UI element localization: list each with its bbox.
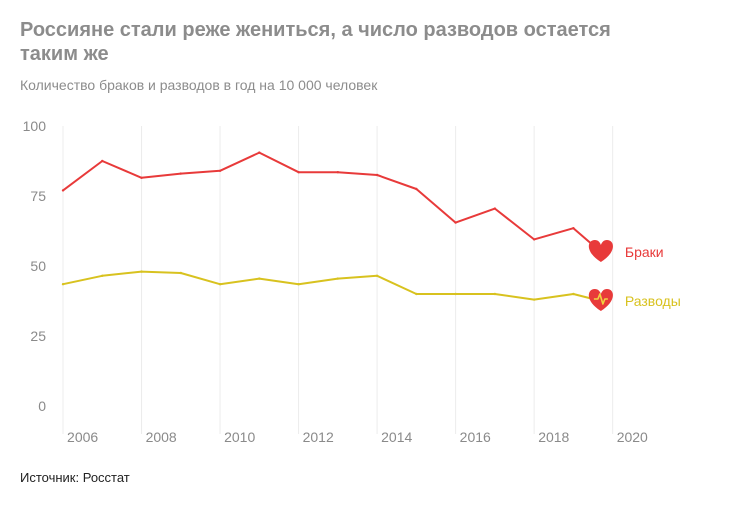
series-label: Браки <box>625 244 664 260</box>
heart-icon <box>588 240 613 262</box>
data-point <box>572 227 575 230</box>
y-tick-label: 50 <box>30 258 46 274</box>
data-point <box>218 169 222 172</box>
data-point <box>375 274 379 277</box>
x-tick-label: 2006 <box>67 429 98 445</box>
data-point <box>532 238 536 241</box>
data-point <box>454 221 457 224</box>
data-point <box>532 298 536 301</box>
data-point <box>415 292 418 296</box>
data-point <box>140 270 143 273</box>
data-point <box>258 277 261 280</box>
data-point <box>493 292 497 296</box>
x-tick-label: 2010 <box>224 429 255 445</box>
broken-heart-icon <box>588 289 613 311</box>
data-point <box>454 292 457 296</box>
x-tick-label: 2018 <box>538 429 569 445</box>
data-point <box>493 207 497 210</box>
series-lines <box>61 151 603 303</box>
y-tick-label: 25 <box>30 328 46 344</box>
series-line-marriages <box>62 151 602 253</box>
data-point <box>336 277 340 280</box>
data-point <box>218 283 222 286</box>
data-point <box>258 151 261 154</box>
data-point <box>297 283 300 286</box>
data-point <box>140 176 143 179</box>
data-point <box>297 171 300 174</box>
data-point <box>61 283 65 286</box>
page-title: Россияне стали реже жениться, а число ра… <box>20 19 611 65</box>
data-point <box>415 187 418 191</box>
page-subtitle: Количество браков и разводов в год на 10… <box>20 77 378 93</box>
y-tick-label: 0 <box>38 398 46 414</box>
series-line-divorces <box>62 270 602 302</box>
data-point <box>179 271 182 275</box>
data-point <box>101 274 104 277</box>
y-tick-label: 100 <box>23 118 47 134</box>
data-point <box>61 189 65 192</box>
x-tick-label: 2016 <box>460 429 491 445</box>
series-label: Разводы <box>625 293 681 309</box>
x-tick-label: 2008 <box>146 429 177 445</box>
y-axis-ticks: 0 25 50 75 100 <box>23 118 47 414</box>
y-tick-label: 75 <box>30 188 46 204</box>
data-point <box>375 173 379 177</box>
data-point <box>179 172 182 175</box>
x-axis-ticks: 2006 2008 2010 2012 2014 2016 2018 2020 <box>67 429 648 445</box>
series-end-markers: Браки Разводы <box>588 240 681 311</box>
source-note: Источник: Росстат <box>20 470 130 485</box>
data-point <box>572 292 575 296</box>
x-tick-label: 2014 <box>381 429 412 445</box>
x-tick-label: 2020 <box>617 429 648 445</box>
x-tick-label: 2012 <box>303 429 334 445</box>
data-point <box>336 171 340 174</box>
data-point <box>101 159 104 163</box>
